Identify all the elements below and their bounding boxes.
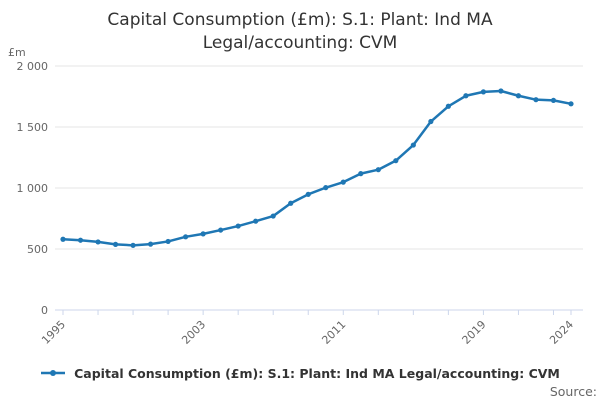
data-point (253, 218, 259, 224)
series-line (61, 89, 573, 247)
data-point (77, 237, 84, 243)
y-axis-tick-label: 1 500 (17, 121, 49, 134)
data-point (183, 234, 189, 240)
data-point (147, 241, 154, 247)
data-point (498, 88, 504, 94)
data-point (235, 223, 241, 229)
data-point (533, 97, 539, 103)
data-point (445, 103, 451, 109)
data-point (463, 93, 469, 99)
chart-title-line-1: Capital Consumption (£m): S.1: Plant: In… (107, 10, 493, 30)
x-axis-tick-label: 2024 (547, 318, 576, 347)
data-point (428, 118, 434, 125)
y-axis-tick-label: 1 000 (17, 182, 49, 195)
y-axis-tick-label: 2 000 (17, 60, 49, 73)
legend-label: Capital Consumption (£m): S.1: Plant: In… (74, 365, 560, 381)
data-point (568, 101, 574, 107)
y-axis-tick-label: 0 (41, 304, 48, 317)
y-axis-tick-label: 500 (27, 243, 48, 256)
data-point (165, 238, 171, 245)
data-point (95, 239, 101, 245)
data-point (358, 171, 364, 177)
data-point (200, 231, 206, 237)
data-point (270, 213, 276, 219)
x-axis-tick-label: 2019 (460, 318, 489, 347)
y-axis-unit-label: £m (8, 46, 26, 59)
legend-item[interactable]: Capital Consumption (£m): S.1: Plant: In… (0, 363, 600, 383)
x-axis-tick-label: 2011 (319, 318, 348, 347)
data-point (393, 158, 399, 164)
data-point (130, 242, 136, 248)
data-point (550, 97, 557, 104)
source-label: Source: (549, 384, 597, 399)
data-point (218, 227, 224, 233)
data-point (323, 185, 329, 191)
data-point (112, 241, 119, 247)
data-point (288, 200, 294, 206)
data-point (515, 93, 522, 99)
chart-title-line-2: Legal/accounting: CVM (202, 33, 398, 53)
chart-title: Capital Consumption (£m): S.1: Plant: In… (0, 9, 600, 55)
data-point (340, 179, 346, 185)
data-point (305, 191, 311, 197)
x-axis-tick-label: 1995 (39, 318, 68, 347)
data-point (480, 89, 487, 95)
data-point (410, 142, 416, 148)
data-point (375, 167, 381, 173)
data-point (60, 236, 66, 242)
x-axis-tick-label: 2003 (179, 318, 208, 347)
legend-line-marker (41, 370, 66, 376)
